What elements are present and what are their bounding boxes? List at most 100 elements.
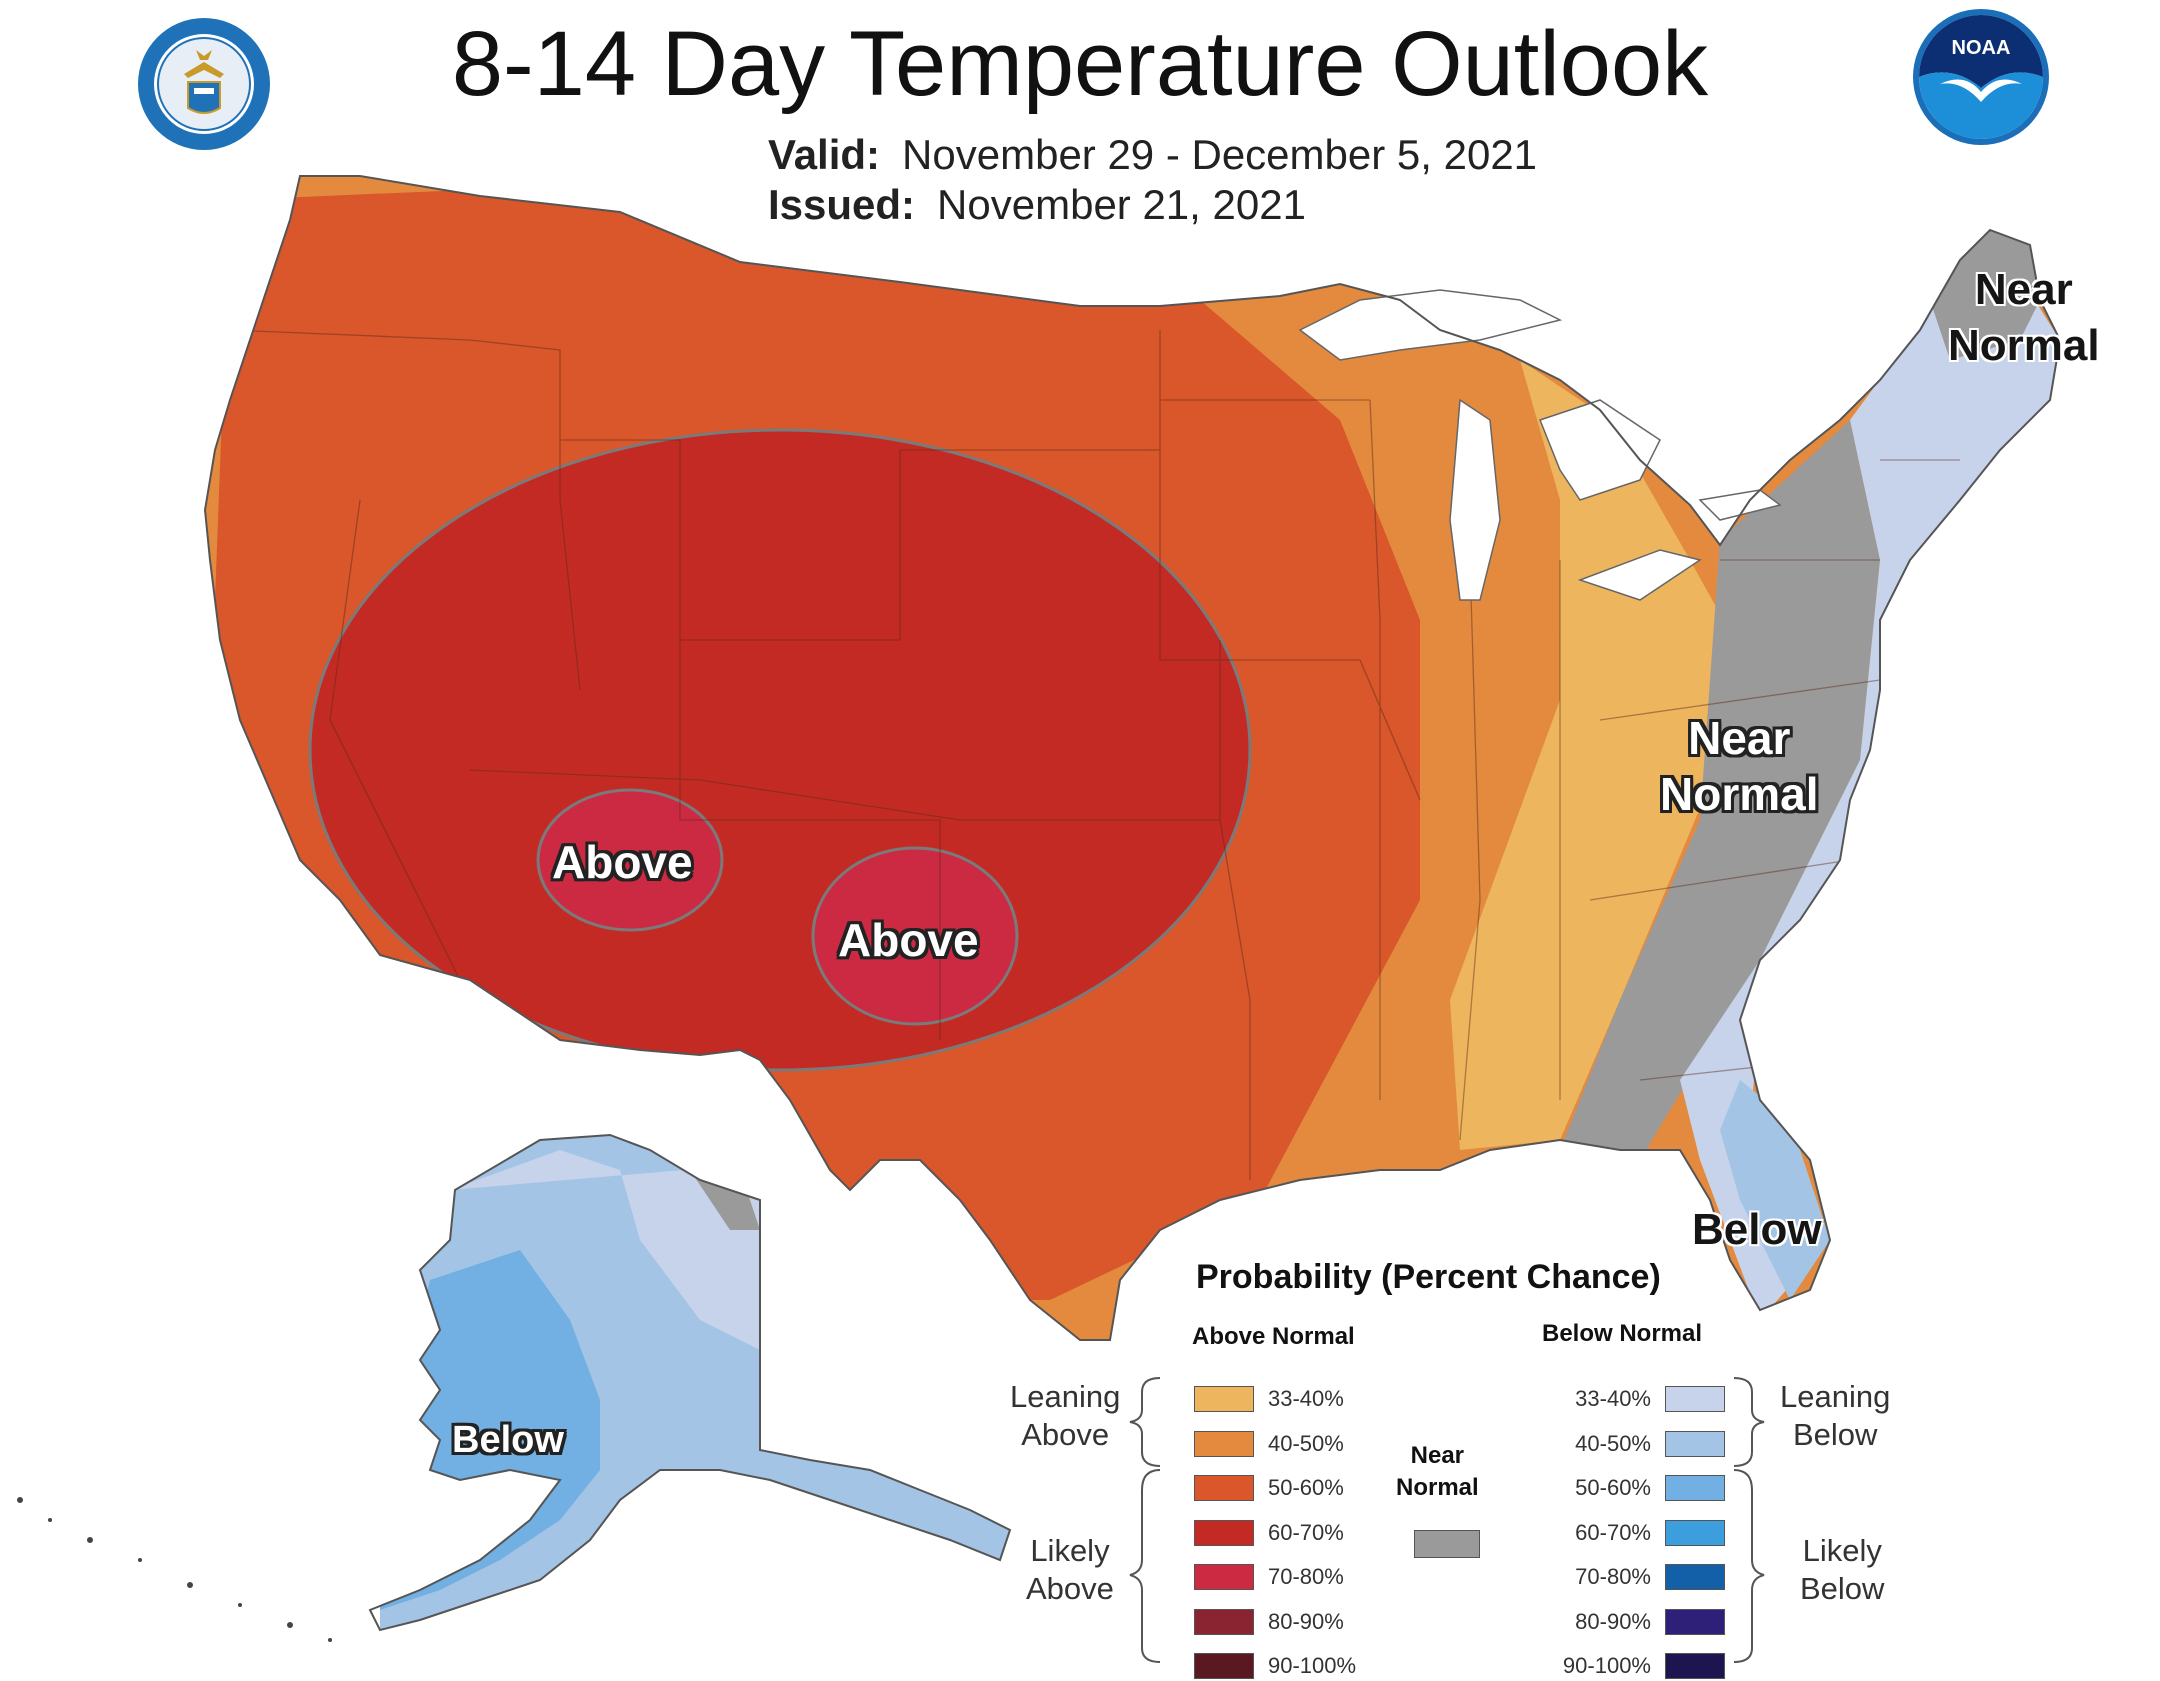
legend-below-swatch bbox=[1665, 1430, 1725, 1457]
legend-above-swatch bbox=[1194, 1519, 1254, 1546]
legend-leaning-below-label: Leaning Below bbox=[1780, 1378, 1890, 1454]
legend-above-label: 60-70% bbox=[1268, 1519, 1344, 1545]
valid-label: Valid: bbox=[768, 131, 881, 178]
label-above-southwest: Above bbox=[552, 836, 693, 888]
issued-value: November 21, 2021 bbox=[937, 181, 1306, 228]
legend-above-label: 33-40% bbox=[1268, 1386, 1344, 1411]
zone-above-60-70 bbox=[308, 428, 1252, 1072]
legend-near-normal-line2: Normal bbox=[1396, 1474, 1479, 1501]
valid-row: Valid: November 29 - December 5, 2021 bbox=[768, 130, 1537, 180]
legend-below-swatch bbox=[1665, 1564, 1725, 1590]
lake-huron bbox=[1539, 399, 1661, 501]
brace-likely-below bbox=[1733, 1469, 1765, 1663]
brace-likely-above bbox=[1129, 1469, 1161, 1663]
leaning-above-line1: Leaning bbox=[1010, 1379, 1121, 1414]
likely-above-line1: Likely bbox=[1030, 1533, 1110, 1568]
map-title: 8-14 Day Temperature Outlook bbox=[451, 13, 1709, 115]
legend-below-swatch bbox=[1665, 1653, 1725, 1679]
valid-value: November 29 - December 5, 2021 bbox=[902, 131, 1538, 178]
legend-above-row: 60-70% bbox=[1194, 1518, 1344, 1548]
legend-above-swatch bbox=[1194, 1430, 1254, 1457]
legend-below-heading: Below Normal bbox=[1542, 1320, 1703, 1347]
legend-below-label: 40-50% bbox=[1575, 1430, 1651, 1456]
brace-leaning-above bbox=[1129, 1377, 1161, 1467]
likely-above-line2: Above bbox=[1026, 1571, 1114, 1606]
legend-leaning-above-label: Leaning Above bbox=[1010, 1378, 1120, 1454]
legend-title: Probability (Percent Chance) bbox=[1196, 1258, 1661, 1296]
label-below-florida: Below bbox=[1692, 1205, 1822, 1254]
conus-probability-zones bbox=[205, 176, 2060, 1340]
legend-above-heading: Above Normal bbox=[1192, 1323, 1355, 1350]
legend-near-normal-swatch bbox=[1414, 1530, 1480, 1558]
legend-below-row: 80-90% bbox=[1575, 1607, 1725, 1637]
legend-above-row: 80-90% bbox=[1194, 1607, 1344, 1637]
legend-below-label: 90-100% bbox=[1562, 1653, 1651, 1678]
label-near-normal-appalachia: Near Normal bbox=[1660, 710, 1818, 822]
legend-below-label: 60-70% bbox=[1575, 1519, 1651, 1545]
legend-above-label: 40-50% bbox=[1268, 1430, 1344, 1456]
leaning-below-line2: Below bbox=[1792, 1417, 1878, 1452]
legend-below-swatch bbox=[1665, 1519, 1725, 1546]
legend-below-row: 33-40% bbox=[1575, 1384, 1725, 1414]
legend-below-swatch bbox=[1665, 1475, 1725, 1501]
zone-above-70-80-east bbox=[811, 846, 1019, 1026]
commerce-seal-icon bbox=[138, 18, 270, 150]
legend-above-row: 90-100% bbox=[1194, 1651, 1356, 1681]
legend-below-label: 80-90% bbox=[1575, 1608, 1651, 1634]
label-above-new-mexico: Above bbox=[838, 914, 979, 966]
legend-below-label: 33-40% bbox=[1575, 1386, 1651, 1411]
legend-below-swatch bbox=[1665, 1386, 1725, 1412]
lake-erie bbox=[1577, 549, 1702, 601]
lake-michigan bbox=[1449, 398, 1501, 601]
legend-below-row: 70-80% bbox=[1575, 1562, 1725, 1592]
zone-above-70-80-west bbox=[536, 788, 724, 932]
noaa-logo-icon: NOAA bbox=[1913, 9, 2049, 145]
legend-near-normal-line1: Near bbox=[1410, 1442, 1465, 1469]
legend-near-normal-label: Near Normal bbox=[1396, 1440, 1479, 1504]
zone-below-33-40-east bbox=[1680, 230, 2060, 1320]
issued-row: Issued: November 21, 2021 bbox=[768, 180, 1537, 230]
legend-above-label: 50-60% bbox=[1268, 1475, 1344, 1500]
lake-ontario bbox=[1698, 489, 1782, 521]
leaning-below-line1: Leaning bbox=[1780, 1379, 1891, 1414]
legend-above-swatch bbox=[1194, 1475, 1254, 1501]
date-info: Valid: November 29 - December 5, 2021 Iss… bbox=[768, 130, 1537, 230]
zone-near-normal-east bbox=[1560, 420, 1880, 1160]
legend-above-row: 40-50% bbox=[1194, 1429, 1344, 1459]
legend-above-row: 50-60% bbox=[1194, 1473, 1344, 1503]
legend-above-swatch bbox=[1194, 1564, 1254, 1590]
great-lakes bbox=[1298, 289, 1782, 601]
label-near-normal-northeast-line2: Normal bbox=[1948, 321, 2100, 370]
legend-above-swatch bbox=[1194, 1653, 1254, 1679]
likely-below-line2: Below bbox=[1800, 1571, 1885, 1606]
legend-below-swatch bbox=[1665, 1608, 1725, 1635]
label-near-normal-northeast-line1: Near bbox=[1974, 265, 2073, 314]
label-near-normal-appalachia-line2: Normal bbox=[1660, 768, 1819, 820]
state-boundaries bbox=[229, 329, 1960, 1180]
zone-below-40-50-florida bbox=[1720, 1080, 1830, 1300]
brace-leaning-below bbox=[1733, 1377, 1765, 1467]
legend-below-row: 90-100% bbox=[1563, 1651, 1725, 1681]
aleutian-islands bbox=[17, 1497, 332, 1642]
legend-below-row: 50-60% bbox=[1575, 1473, 1725, 1503]
legend-above-label: 80-90% bbox=[1268, 1608, 1344, 1634]
legend-above-row: 33-40% bbox=[1194, 1384, 1344, 1414]
issued-label: Issued: bbox=[768, 181, 916, 228]
label-near-normal-northeast: Near Normal bbox=[1948, 262, 2100, 374]
legend-likely-above-label: Likely Above bbox=[1026, 1532, 1114, 1608]
likely-below-line1: Likely bbox=[1802, 1533, 1882, 1568]
legend-below-row: 40-50% bbox=[1575, 1429, 1725, 1459]
legend-below-label: 50-60% bbox=[1575, 1475, 1651, 1500]
noaa-logo-text: NOAA bbox=[1952, 37, 2011, 59]
legend-likely-below-label: Likely Below bbox=[1800, 1532, 1884, 1608]
legend-below-row: 60-70% bbox=[1575, 1518, 1725, 1548]
legend-above-label: 90-100% bbox=[1268, 1653, 1357, 1678]
label-near-normal-appalachia-line1: Near bbox=[1688, 712, 1791, 764]
legend-above-swatch bbox=[1194, 1608, 1254, 1635]
legend-above-row: 70-80% bbox=[1194, 1562, 1344, 1592]
leaning-above-line2: Above bbox=[1021, 1417, 1110, 1452]
legend-above-swatch bbox=[1194, 1386, 1254, 1412]
label-below-alaska: Below bbox=[452, 1419, 564, 1461]
alaska-outline bbox=[368, 1133, 1012, 1632]
